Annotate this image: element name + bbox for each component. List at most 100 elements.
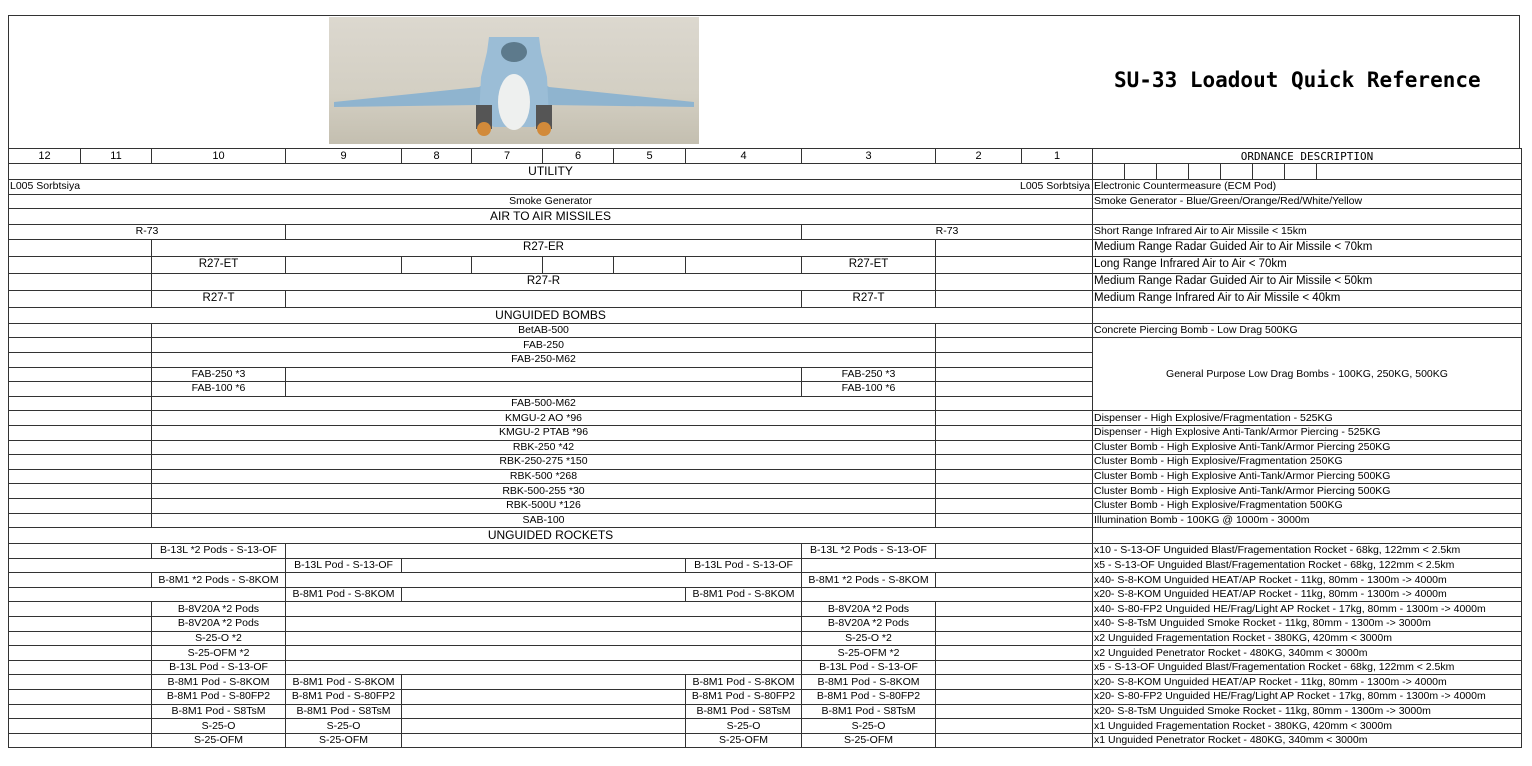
- empty-cell: [8, 351, 152, 368]
- weapon-cell: B-13L Pod - S-13-OF: [151, 659, 286, 676]
- weapon-cell: KMGU-2 PTAB *96: [151, 424, 936, 441]
- weapon-cell: B-8M1 Pod - S8TsM: [151, 703, 286, 720]
- weapon-cell: B-13L Pod - S-13-OF: [801, 659, 936, 676]
- empty-cell: [8, 468, 152, 485]
- empty-cell: [8, 674, 152, 691]
- empty-cell: [8, 601, 152, 618]
- empty-cell: [8, 630, 152, 647]
- empty-cell: [935, 703, 1093, 720]
- empty-cell: [401, 732, 686, 749]
- empty-cell: [285, 289, 802, 308]
- ordnance-description: Long Range Infrared Air to Air < 70km: [1092, 255, 1522, 274]
- empty-cell: [935, 616, 1093, 632]
- loadout-row: B-8M1 *2 Pods - S-8KOM B-8M1 *2 Pods - S-…: [8, 572, 1522, 588]
- empty-cell: [935, 512, 1093, 529]
- loadout-row: RBK-500U *126 Cluster Bomb - High Explosi…: [8, 497, 1522, 514]
- station-number: 7: [471, 148, 543, 164]
- weapon-cell: FAB-100 *6: [801, 381, 936, 397]
- empty-cell: [401, 718, 686, 734]
- empty-cell: [285, 381, 802, 397]
- weapon-cell: B-13L *2 Pods - S-13-OF: [801, 543, 936, 559]
- loadout-row: KMGU-2 PTAB *96 Dispenser - High Explosiv…: [8, 424, 1522, 441]
- empty-cell: [471, 255, 543, 274]
- loadout-row: RBK-500 *268 Cluster Bomb - High Explosiv…: [8, 468, 1522, 485]
- weapon-cell: B-8V20A *2 Pods: [151, 616, 286, 632]
- ordnance-description: x40- S-8-KOM Unguided HEAT/AP Rocket - 1…: [1092, 572, 1522, 588]
- loadout-row: L005 Sorbtsiya L005 Sorbtsiya Electronic C…: [8, 179, 1522, 195]
- ordnance-description: x2 Unguided Fragementation Rocket - 380K…: [1092, 630, 1522, 647]
- ordnance-description: x1 Unguided Penetrator Rocket - 480KG, 3…: [1092, 732, 1522, 749]
- loadout-row: RBK-250-275 *150 Cluster Bomb - High Expl…: [8, 454, 1522, 470]
- empty-cell: [8, 272, 152, 291]
- weapon-cell: S-25-OFM: [685, 732, 802, 749]
- section-title: UNGUIDED ROCKETS: [8, 527, 1093, 545]
- ordnance-description: Illumination Bomb - 100KG @ 1000m - 3000…: [1092, 512, 1522, 529]
- station-number: 9: [285, 148, 402, 164]
- empty-cell: [935, 645, 1093, 661]
- ordnance-description: x20- S-80-FP2 Unguided HE/Frag/Light AP …: [1092, 689, 1522, 705]
- empty-cell: [935, 289, 1093, 308]
- empty-cell: [285, 255, 402, 274]
- weapon-cell: S-25-OFM: [151, 732, 286, 749]
- weapon-cell: FAB-250 *3: [151, 366, 286, 383]
- weapon-cell: S-25-O: [285, 718, 402, 734]
- empty-cell: [935, 439, 1093, 456]
- subcell: [1253, 164, 1285, 179]
- weapon-cell: FAB-250: [151, 337, 936, 353]
- empty-cell: [935, 497, 1093, 514]
- weapon-cell: B-13L *2 Pods - S-13-OF: [151, 543, 286, 559]
- empty-cell: [542, 255, 614, 274]
- empty-cell: [285, 616, 802, 632]
- empty-cell: [285, 601, 802, 618]
- subcell: [1094, 164, 1125, 179]
- empty-cell: [8, 395, 152, 412]
- split-cell: L005 Sorbtsiya L005 Sorbtsiya: [10, 180, 1091, 193]
- weapon-cell: S-25-O: [685, 718, 802, 734]
- empty-cell: [935, 718, 1093, 734]
- empty-cell: [8, 543, 152, 559]
- ordnance-description: x20- S-8-KOM Unguided HEAT/AP Rocket - 1…: [1092, 586, 1522, 603]
- loadout-row: R27-T R27-T Medium Range Infrared Air to A…: [8, 289, 1522, 308]
- empty-cell: [935, 424, 1093, 441]
- loadout-row: B-8V20A *2 Pods B-8V20A *2 Pods x40- S-8-T…: [8, 616, 1522, 632]
- empty-cell: [8, 410, 152, 426]
- weapon-cell: B-8M1 Pod - S8TsM: [685, 703, 802, 720]
- station-number: 2: [935, 148, 1022, 164]
- loadout-row: B-8M1 Pod - S-80FP2 B-8M1 Pod - S-80FP2 B-…: [8, 689, 1522, 705]
- ordnance-description: x10 - S-13-OF Unguided Blast/Fragementat…: [1092, 543, 1522, 559]
- loadout-row: S-25-OFM *2 S-25-OFM *2 x2 Unguided Penetr…: [8, 645, 1522, 661]
- subcell: [1157, 164, 1189, 179]
- weapon-cell: B-8V20A *2 Pods: [151, 601, 286, 618]
- empty-cell: [285, 572, 802, 588]
- empty-cell: [801, 586, 1093, 603]
- loadout-table: 12 11 10 9 8 7 6 5 4 3 2 1 ORDNANCE DESCRIPTION UTILI…: [8, 148, 1522, 749]
- ordnance-description: Cluster Bomb - High Explosive Anti-Tank/…: [1092, 439, 1522, 456]
- weapon-cell: FAB-100 *6: [151, 381, 286, 397]
- section-title: UTILITY: [8, 163, 1093, 180]
- empty-cell: [8, 645, 152, 661]
- weapon-cell: S-25-O *2: [151, 630, 286, 647]
- weapon-cell: B-8M1 *2 Pods - S-8KOM: [801, 572, 936, 588]
- loadout-row: B-8V20A *2 Pods B-8V20A *2 Pods x40- S-80-…: [8, 601, 1522, 618]
- loadout-row: S-25-OFM S-25-OFM S-25-OFM S-25-OFM x1 Ungui…: [8, 732, 1522, 749]
- ordnance-description: Concrete Piercing Bomb - Low Drag 500KG: [1092, 322, 1522, 339]
- section-title: AIR TO AIR MISSILES: [8, 208, 1093, 226]
- ordnance-description: x20- S-8-TsM Unguided Smoke Rocket - 11k…: [1092, 703, 1522, 720]
- loadout-row: B-8M1 Pod - S8TsM B-8M1 Pod - S8TsM B-8M1 …: [8, 703, 1522, 720]
- weapon-cell: B-8M1 Pod - S8TsM: [285, 703, 402, 720]
- subcell: [1189, 164, 1221, 179]
- right-station-item: L005 Sorbtsiya: [1020, 180, 1091, 193]
- weapon-cell: FAB-500-M62: [151, 395, 936, 412]
- empty-cell: [8, 289, 152, 308]
- loadout-row: B-13L *2 Pods - S-13-OF B-13L *2 Pods - S…: [8, 543, 1522, 559]
- weapon-cell: B-8M1 Pod - S-8KOM: [685, 586, 802, 603]
- empty-cell: [801, 557, 1093, 574]
- weapon-cell: RBK-500 *268: [151, 468, 936, 485]
- station-number: 1: [1021, 148, 1093, 164]
- station-number: 12: [8, 148, 81, 164]
- empty-cell: [935, 732, 1093, 749]
- weapon-cell: B-8M1 Pod - S-80FP2: [685, 689, 802, 705]
- station-number: 4: [685, 148, 802, 164]
- weapon-cell: R27-ET: [801, 255, 936, 274]
- loadout-row: B-13L Pod - S-13-OF B-13L Pod - S-13-OF x5…: [8, 557, 1522, 574]
